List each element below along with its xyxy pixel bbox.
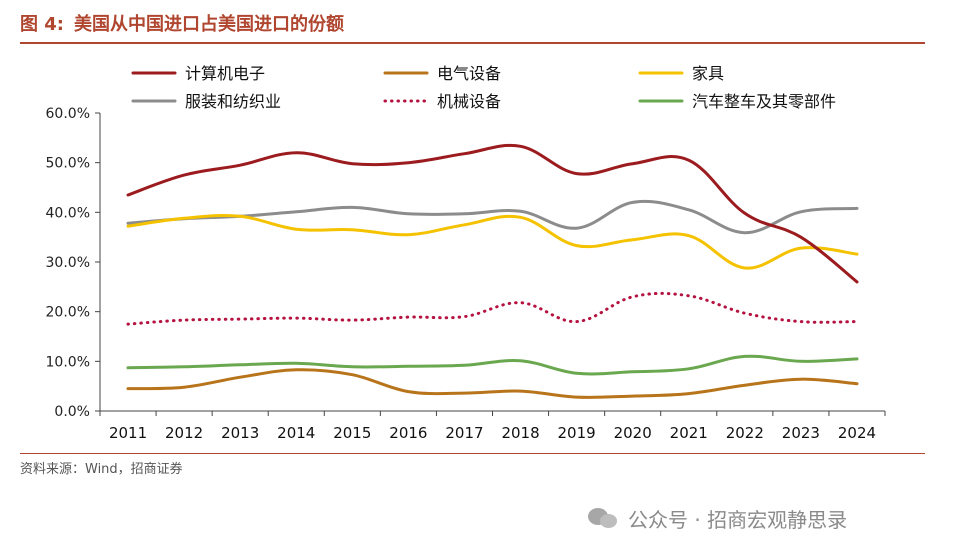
- legend-item-3: 服装和纺织业: [131, 92, 281, 111]
- y-tick-label: 30.0%: [46, 255, 90, 271]
- x-tick-label: 2014: [277, 424, 315, 442]
- legend-item-1: 电气设备: [383, 64, 501, 83]
- x-tick-label: 2023: [782, 424, 820, 442]
- legend-item-0: 计算机电子: [131, 64, 265, 83]
- legend-label: 服装和纺织业: [185, 92, 281, 111]
- x-tick-label: 2017: [445, 424, 483, 442]
- figure-title: 图 4: 美国从中国进口占美国进口的份额: [20, 10, 925, 44]
- series-line-4: [126, 291, 859, 326]
- y-tick-label: 60.0%: [46, 106, 90, 122]
- x-tick-label: 2020: [614, 424, 652, 442]
- series-layer: [126, 143, 859, 399]
- watermark: 公众号 · 招商宏观静思录: [588, 503, 847, 533]
- y-tick-label: 20.0%: [46, 305, 90, 321]
- y-tick-label: 50.0%: [46, 156, 90, 172]
- legend-item-5: 汽车整车及其零部件: [638, 92, 836, 111]
- y-tick-label: 10.0%: [46, 354, 90, 370]
- x-tick-label: 2013: [221, 424, 259, 442]
- legend-item-4: 机械设备: [383, 92, 501, 111]
- legend-label: 计算机电子: [185, 64, 265, 83]
- x-tick-label: 2021: [670, 424, 708, 442]
- legend-label: 家具: [692, 64, 724, 83]
- x-tick-label: 2018: [501, 424, 539, 442]
- wechat-icon: [588, 506, 618, 530]
- legend-label: 汽车整车及其零部件: [692, 92, 836, 111]
- x-tick-label: 2022: [726, 424, 764, 442]
- series-line-0: [126, 143, 859, 284]
- y-tick-label: 40.0%: [46, 205, 90, 221]
- figure-number: 图 4:: [20, 14, 64, 35]
- y-axis: 0.0% 10.0% 20.0% 30.0% 40.0% 50.0% 60.0%: [46, 106, 101, 420]
- legend-label: 电气设备: [437, 64, 501, 83]
- x-axis: 2011 2012 2013 2014 2015 2016 2017 2018 2019 2020…: [99, 410, 886, 442]
- x-tick-label: 2019: [558, 424, 596, 442]
- y-tick-label: 0.0%: [54, 404, 90, 420]
- series-line-5: [126, 354, 859, 376]
- source-note: 资料来源：Wind，招商证券: [20, 453, 925, 477]
- watermark-text: 公众号 · 招商宏观静思录: [628, 507, 848, 532]
- x-tick-label: 2015: [333, 424, 371, 442]
- figure-title-text: 美国从中国进口占美国进口的份额: [74, 14, 344, 35]
- x-tick-label: 2011: [109, 424, 147, 442]
- series-line-3: [126, 199, 859, 235]
- series-line-2: [126, 214, 859, 270]
- series-line-1: [126, 368, 859, 399]
- x-tick-label: 2024: [838, 424, 876, 442]
- x-tick-label: 2012: [165, 424, 203, 442]
- legend-label: 机械设备: [437, 92, 501, 111]
- legend-item-2: 家具: [638, 64, 724, 83]
- x-tick-label: 2016: [389, 424, 427, 442]
